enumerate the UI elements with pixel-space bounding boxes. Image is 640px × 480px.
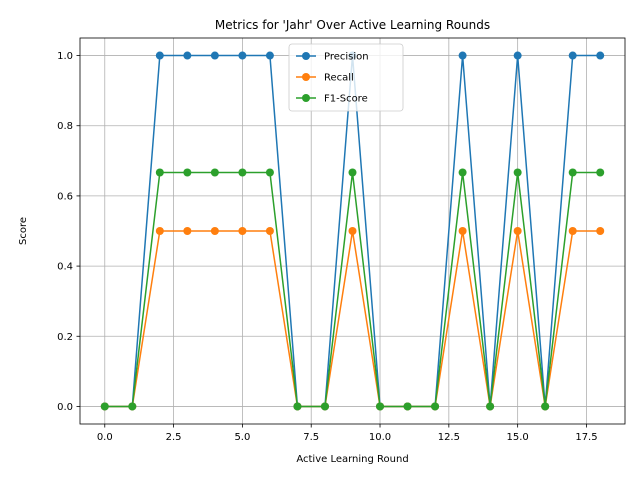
x-tick-label: 2.5 — [166, 432, 182, 443]
y-tick-label: 0.2 — [57, 332, 73, 343]
data-point-precision — [155, 51, 164, 60]
x-tick-label: 5.0 — [234, 432, 250, 443]
x-axis-ticks: 0.0 2.5 5.0 7.5 10.0 12.5 15.0 17.5 — [97, 424, 598, 443]
data-point-f1-score — [238, 168, 247, 177]
data-point-f1-score — [513, 168, 522, 177]
y-axis-label: Score — [18, 217, 29, 245]
data-point-recall — [265, 227, 274, 235]
y-axis-ticks: 0.0 0.2 0.4 0.6 0.8 1.0 — [57, 51, 80, 413]
data-point-recall — [596, 227, 605, 235]
y-tick-label: 0.0 — [57, 402, 73, 413]
y-tick-label: 0.4 — [57, 262, 73, 273]
data-point-f1-score — [348, 168, 357, 177]
y-tick-label: 0.8 — [57, 121, 73, 132]
data-point-recall — [568, 227, 577, 235]
y-tick-label: 1.0 — [57, 51, 73, 62]
x-tick-label: 7.5 — [303, 432, 319, 443]
data-point-precision — [596, 51, 605, 60]
legend-label-precision: Precision — [324, 52, 369, 63]
legend-marker-recall — [302, 73, 310, 81]
series-f1-score — [100, 168, 605, 411]
data-point-recall — [513, 227, 522, 235]
legend-marker-precision — [302, 52, 310, 60]
data-point-f1-score — [155, 168, 164, 177]
data-point-f1-score — [541, 402, 550, 411]
data-point-recall — [210, 227, 219, 235]
data-point-precision — [513, 51, 522, 60]
y-tick-label: 0.6 — [57, 191, 73, 202]
data-point-precision — [238, 51, 247, 60]
legend-item-f1-score: F1-Score — [296, 94, 368, 105]
data-point-precision — [458, 51, 467, 60]
data-point-f1-score — [293, 402, 302, 411]
legend-box — [288, 43, 404, 112]
data-point-f1-score — [320, 402, 329, 411]
data-point-recall — [348, 227, 357, 235]
legend: Precision Recall F1-Score — [288, 43, 404, 112]
data-point-f1-score — [486, 402, 495, 411]
x-axis-label: Active Learning Round — [296, 454, 408, 465]
plot-frame — [79, 37, 626, 425]
data-point-precision — [183, 51, 192, 60]
data-point-f1-score — [596, 168, 605, 177]
data-point-precision — [265, 51, 274, 60]
data-point-f1-score — [458, 168, 467, 177]
data-point-f1-score — [568, 168, 577, 177]
data-point-f1-score — [210, 168, 219, 177]
x-tick-label: 15.0 — [507, 432, 529, 443]
x-tick-label: 10.0 — [369, 432, 391, 443]
data-point-recall — [238, 227, 247, 235]
data-point-f1-score — [100, 402, 109, 411]
data-point-f1-score — [431, 402, 440, 411]
x-tick-label: 12.5 — [438, 432, 460, 443]
data-point-recall — [458, 227, 467, 235]
legend-label-recall: Recall — [324, 73, 354, 84]
data-point-recall — [183, 227, 192, 235]
legend-label-f1-score: F1-Score — [324, 94, 368, 105]
data-point-f1-score — [403, 402, 412, 411]
data-point-recall — [155, 227, 164, 235]
data-point-precision — [568, 51, 577, 60]
data-point-f1-score — [128, 402, 137, 411]
data-point-f1-score — [183, 168, 192, 177]
data-point-f1-score — [265, 168, 274, 177]
x-tick-label: 0.0 — [97, 432, 113, 443]
x-tick-label: 17.5 — [575, 432, 597, 443]
legend-item-recall: Recall — [296, 73, 354, 84]
data-point-precision — [210, 51, 219, 60]
chart-title: Metrics for 'Jahr' Over Active Learning … — [215, 18, 490, 32]
legend-marker-f1-score — [302, 94, 310, 102]
data-point-f1-score — [376, 402, 385, 411]
legend-item-precision: Precision — [296, 52, 369, 63]
